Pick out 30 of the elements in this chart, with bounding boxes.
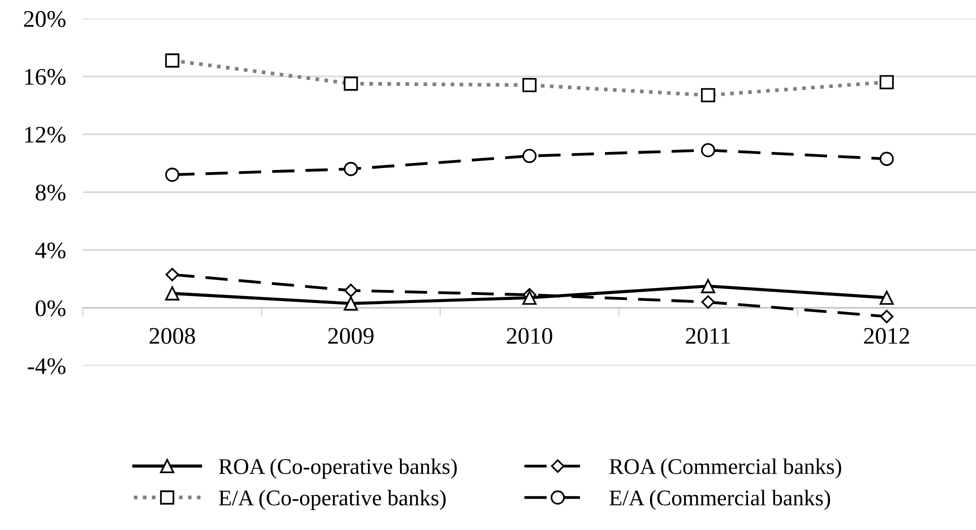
legend-label: E/A (Commercial banks) xyxy=(610,490,830,510)
legend-label: E/A (Co-operative banks) xyxy=(218,490,446,510)
x-tick-label: 2010 xyxy=(506,328,552,344)
x-tick-label: 2012 xyxy=(864,328,910,344)
y-tick-label: 4% xyxy=(35,242,66,258)
x-tick-label: 2009 xyxy=(328,328,374,344)
point xyxy=(344,284,358,298)
legend-label: ROA (Co-operative banks) xyxy=(218,458,457,479)
point xyxy=(880,290,894,305)
point xyxy=(701,295,715,309)
x-tick-label: 2011 xyxy=(686,328,730,344)
point xyxy=(165,168,180,182)
point xyxy=(701,143,716,158)
point xyxy=(166,268,179,282)
y-tick-label: 20% xyxy=(24,11,66,28)
y-tick-label: 16% xyxy=(25,68,66,85)
y-tick-label: 0% xyxy=(36,300,66,316)
point xyxy=(165,286,180,300)
point xyxy=(344,162,358,176)
point xyxy=(522,290,537,305)
x-tick-label: 2008 xyxy=(150,328,195,344)
point xyxy=(344,296,358,311)
point xyxy=(880,310,894,324)
y-tick-label: 8% xyxy=(36,184,66,201)
y-tick-label: 12% xyxy=(25,126,66,143)
y-tick-label: -4% xyxy=(28,358,66,374)
point xyxy=(880,152,894,166)
point xyxy=(701,279,716,294)
legend-label: ROA (Commercial banks) xyxy=(610,458,842,479)
point xyxy=(522,148,537,164)
